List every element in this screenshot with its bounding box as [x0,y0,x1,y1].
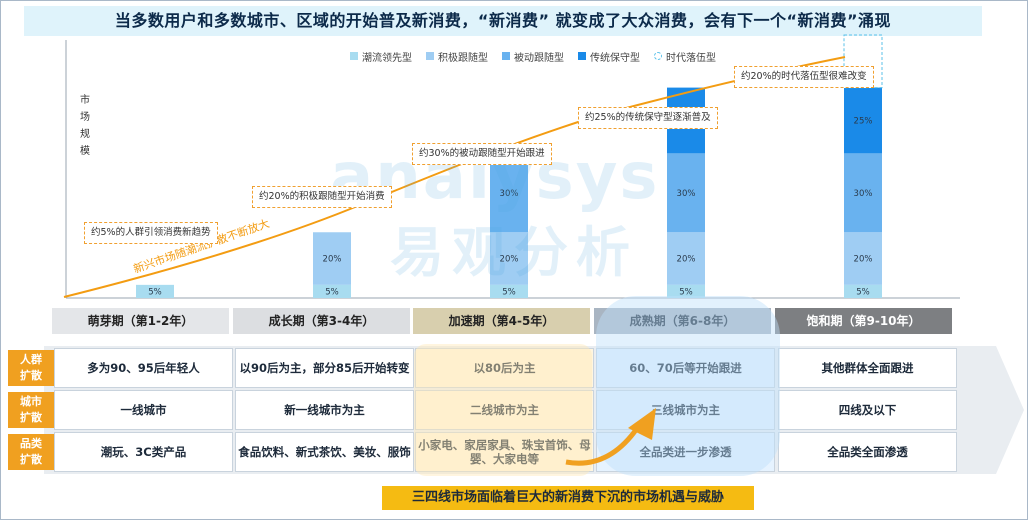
data-label: 20% [323,255,342,265]
data-label: 5% [148,287,162,297]
annotation-4: 约25%的传统保守型逐渐普及 [578,107,718,129]
data-label: 20% [677,255,696,265]
bar-segment-1-stage-2 [313,284,351,298]
data-label: 30% [677,189,696,199]
table-cell: 全品类进一步渗透 [596,432,775,472]
bar-segment-2-stage-4 [667,232,705,285]
stage-header-2: 成长期（第3-4年） [233,308,410,334]
annotation-2: 约20%的积极跟随型开始消费 [252,186,392,208]
bar-segment-1-stage-1 [136,284,174,298]
bar-segment-1-stage-4 [667,284,705,298]
row-label-1: 人群 扩散 [8,350,54,386]
legend-swatch [350,52,358,60]
bar-segment-3-stage-3 [490,153,528,233]
stage-header-row: 萌芽期（第1-2年） 成长期（第3-4年） 加速期（第4-5年） 成熟期（第6-8年）… [52,308,952,334]
legend-item: 被动跟随型 [502,49,564,64]
data-label: 5% [502,287,516,297]
table-cell: 二线城市为主 [415,390,594,430]
table-cell: 多为90、95后年轻人 [54,348,233,388]
data-label: 30% [854,189,873,199]
row-label-line: 扩散 [20,411,42,424]
stage-header-4: 成熟期（第6-8年） [594,308,771,334]
annotation-5: 约20%的时代落伍型很难改变 [734,66,874,88]
legend-swatch [654,52,662,60]
row-label-line: 扩散 [20,453,42,466]
table-cell: 小家电、家居家具、珠宝首饰、母婴、大家电等 [415,432,594,472]
table-cell: 四线及以下 [778,390,957,430]
legend-swatch [426,52,434,60]
y-axis-label-text: 市场规模 [80,95,90,157]
legend-item: 积极跟随型 [426,49,488,64]
y-axis-label: 市场规模 [78,92,92,160]
table-cell: 三线城市为主 [596,390,775,430]
row-label-line: 人群 [20,353,42,366]
data-label: 5% [325,287,339,297]
stage-header-3: 加速期（第4-5年） [413,308,590,334]
bar-segment-1-stage-5 [844,284,882,298]
data-label: 20% [854,255,873,265]
data-label: 30% [500,189,519,199]
data-label: 25% [854,116,873,126]
table-cell: 新一线城市为主 [235,390,414,430]
legend-label: 传统保守型 [590,52,640,64]
legend-item: 传统保守型 [578,49,640,64]
bar-segment-2-stage-3 [490,232,528,285]
diffusion-table: 多为90、95后年轻人 以90后为主，部分85后开始转变 以80后为主 60、70后等… [54,348,960,474]
table-cell: 60、70后等开始跟进 [596,348,775,388]
table-cell: 以80后为主 [415,348,594,388]
bottom-banner: 三四线市场面临着巨大的新消费下沉的市场机遇与威胁 [382,486,754,510]
page-title: 当多数用户和多数城市、区域的开始普及新消费，“新消费” 就变成了大众消费，会有下… [24,6,982,36]
annotation-1: 约5%的人群引领消费新趋势 [84,222,218,244]
chart-canvas: 5%5%20%5%20%30%5%20%30%25%5%20%30%25%新兴市… [63,34,960,299]
legend-label: 积极跟随型 [438,52,488,64]
legend-item: 潮流领先型 [350,49,412,64]
table-cell: 潮玩、3C类产品 [54,432,233,472]
bar-segment-2-stage-2 [313,232,351,285]
data-label: 5% [679,287,693,297]
table-cell: 一线城市 [54,390,233,430]
table-cell: 其他群体全面跟进 [778,348,957,388]
legend-label: 时代落伍型 [666,52,716,64]
data-label: 5% [856,287,870,297]
stage-header-1: 萌芽期（第1-2年） [52,308,229,334]
bar-segment-3-stage-4 [667,153,705,233]
legend-item: 时代落伍型 [654,49,716,64]
chart-legend: 潮流领先型 积极跟随型 被动跟随型 传统保守型 时代落伍型 [350,49,716,64]
legend-swatch [578,52,586,60]
diffusion-curve [63,56,846,298]
data-label: 20% [500,255,519,265]
stage-header-5: 饱和期（第9-10年） [775,308,952,334]
table-cell: 食品饮料、新式茶饮、美妆、服饰 [235,432,414,472]
row-label-2: 城市 扩散 [8,392,54,428]
row-label-3: 品类 扩散 [8,434,54,470]
bar-segment-2-stage-5 [844,232,882,285]
legend-label: 被动跟随型 [514,52,564,64]
bar-segment-1-stage-3 [490,284,528,298]
table-cell: 全品类全面渗透 [778,432,957,472]
row-label-line: 扩散 [20,369,42,382]
bar-segment-4-stage-5 [844,87,882,154]
legend-swatch [502,52,510,60]
row-label-line: 品类 [20,437,42,450]
bar-segment-3-stage-5 [844,153,882,233]
row-label-line: 城市 [20,395,42,408]
annotation-3: 约30%的被动跟随型开始跟进 [412,143,552,165]
legend-label: 潮流领先型 [362,52,412,64]
table-cell: 以90后为主，部分85后开始转变 [235,348,414,388]
